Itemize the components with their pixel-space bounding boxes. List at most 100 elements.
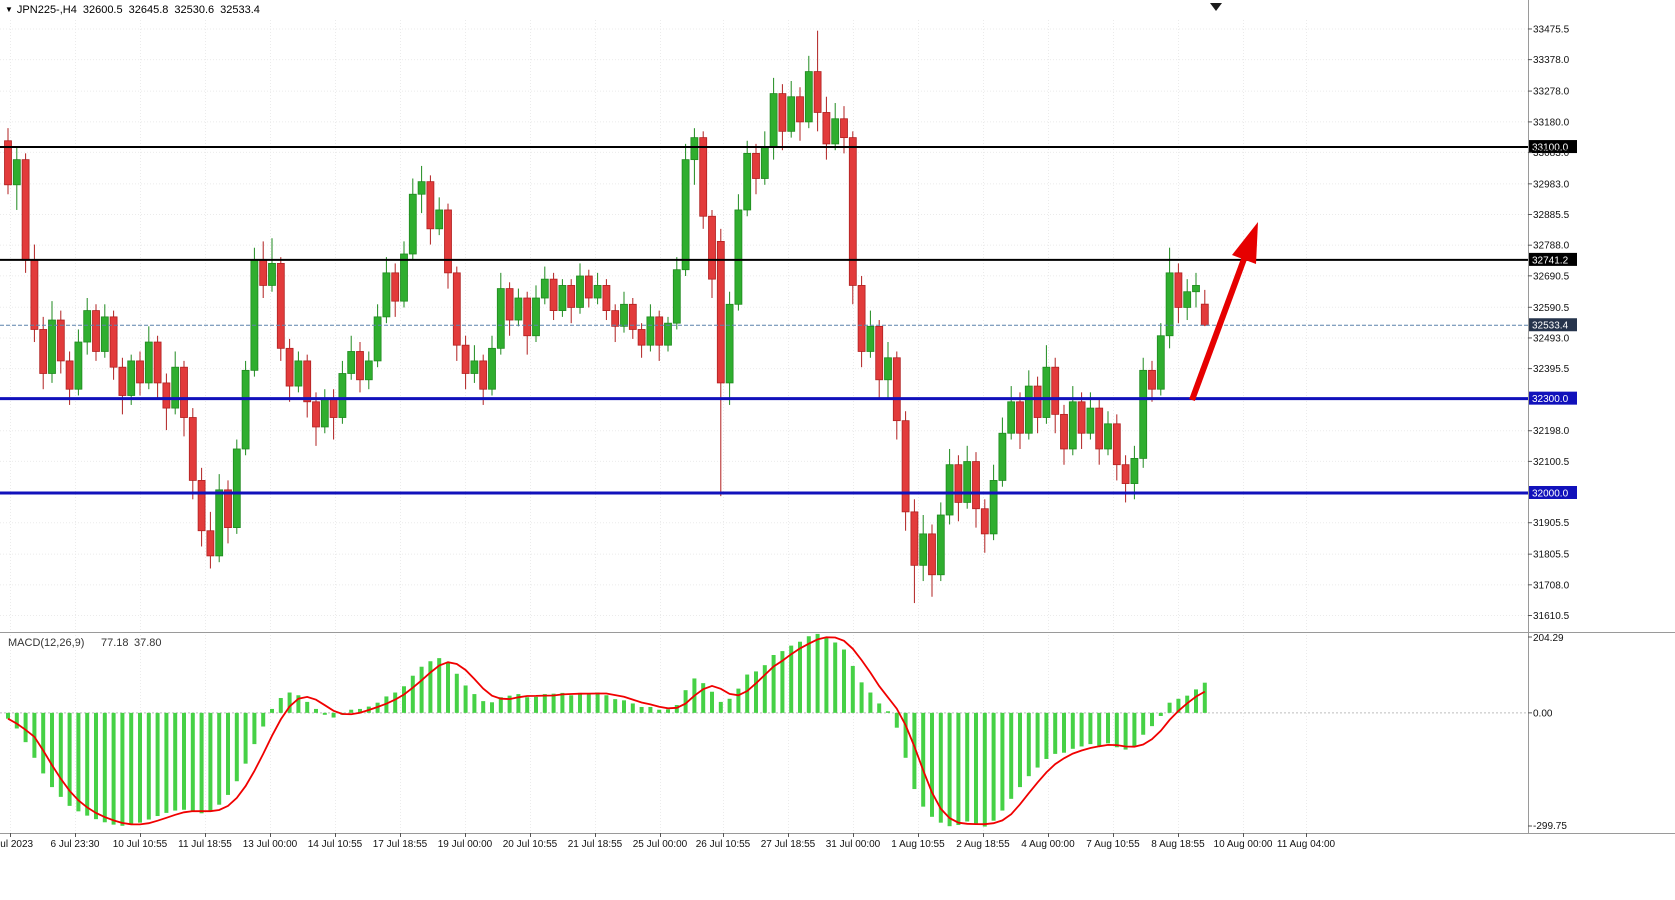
candle [699,137,708,217]
candle [109,316,118,368]
candle [39,329,48,374]
macd-bar [1176,698,1181,713]
price-tick-label: 32198.0 [1533,426,1570,437]
candles [4,30,1209,604]
candle [584,275,593,299]
macd-bar [155,712,160,817]
candle [664,322,672,346]
macd-bar [824,637,829,713]
candle [83,310,92,343]
time-tick-label: 7 Aug 10:55 [1086,839,1140,850]
time-tick-label: 10 Aug 00:00 [1214,839,1273,850]
candle [796,96,804,123]
macd-bar [1070,712,1075,749]
macd-bar [1009,712,1014,799]
macd-bar [23,712,28,743]
candle [593,285,602,299]
candle [1024,385,1033,434]
collapse-triangle-icon[interactable]: ▼ [5,5,13,14]
macd-bar [551,693,556,713]
hline-badge-label: 32000.0 [1532,488,1569,499]
macd-bar [798,641,802,713]
macd-bar [41,712,46,774]
macd-bar [1141,712,1146,735]
macd-bar [710,691,714,713]
candle [180,366,188,418]
candle [4,140,12,186]
macd-bar [674,705,679,713]
candle [831,118,840,145]
candle [444,209,452,274]
macd-bar [173,712,178,811]
macd-bar [727,698,732,713]
hline-badge [1529,391,1577,405]
candle [822,112,831,145]
macd-bar [481,701,486,713]
price-tick-label: 32493.0 [1533,333,1570,344]
price-tick-label: 32690.5 [1533,271,1570,282]
trend-arrow[interactable] [1189,222,1258,402]
price-tick-label: 32590.5 [1533,303,1570,314]
macd-axis-max: 204.29 [1533,633,1564,644]
candle [628,303,637,330]
candle [268,263,276,286]
macd-bar [1202,682,1207,713]
candle [276,263,285,349]
macd-bar [261,712,266,727]
macd-bar [129,712,134,825]
candle [813,71,822,113]
trend-arrow-head[interactable] [1232,222,1258,264]
candle [787,96,796,132]
candle [646,316,655,346]
macd-bar [6,712,10,719]
candle [496,288,505,349]
macd-bar [718,701,723,713]
candle [637,329,646,346]
macd-bar [111,712,116,825]
candle [505,288,514,321]
macd-axis-zero: 0.00 [1533,708,1553,719]
candle [21,159,30,261]
hline-badge [1529,485,1577,499]
macd-axis: 204.29 0.00 -299.75 [1528,633,1567,832]
time-axis: 5 Jul 2023 6 Jul 23:30 10 Jul 10:55 11 Jul … [0,833,1336,850]
macd-indicator-label: MACD(12,26,9) [8,637,84,649]
macd-bar [1194,689,1198,713]
macd-bar [322,712,327,715]
macd-bar [314,708,318,713]
candle [426,181,435,230]
time-tick-label: 19 Jul 00:00 [438,839,493,850]
quote-open: 32600.5 [82,4,123,16]
candle [12,159,21,186]
time-tick-label: 5 Jul 2023 [0,839,34,850]
macd-bar [912,712,917,790]
macd-bar [102,712,107,823]
chart-shift-marker[interactable] [1210,3,1222,11]
macd-bar [1106,712,1110,744]
macd-bar [270,708,274,713]
macd-bar [507,695,512,713]
price-tick-label: 32885.5 [1533,210,1570,221]
candle [312,401,320,428]
time-tick-label: 14 Jul 10:55 [308,839,363,850]
candle [708,215,716,280]
macd-bar [886,711,890,713]
candle [716,241,725,384]
macd-bar [234,712,239,782]
macd-bar [358,708,362,713]
candle [681,159,690,271]
macd-bar [956,712,961,826]
candle [1130,458,1139,484]
trend-arrow-shaft[interactable] [1189,257,1247,402]
time-tick-label: 13 Jul 00:00 [243,839,298,850]
candle [65,360,74,390]
macd-bar [1044,712,1049,759]
candle [162,382,171,409]
candle [980,508,989,535]
bid-badge [1529,318,1577,332]
macd-bar [67,712,72,806]
candle [1200,303,1209,326]
candle [1139,369,1148,459]
candle [136,360,144,384]
